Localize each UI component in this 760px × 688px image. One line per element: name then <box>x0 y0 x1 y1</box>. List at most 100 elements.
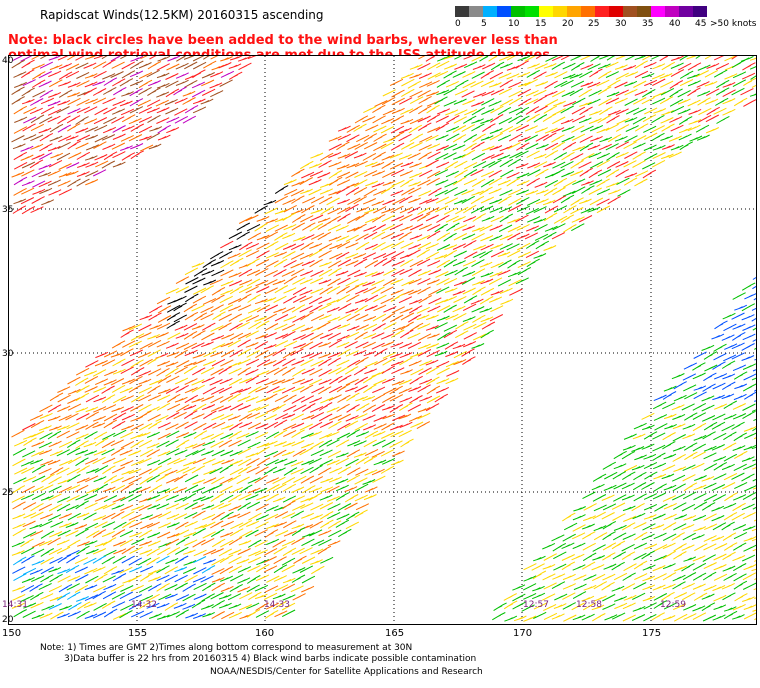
wind-barb <box>563 614 577 622</box>
wind-barb <box>408 278 422 285</box>
wind-barb <box>255 431 269 439</box>
wind-barb <box>372 439 386 447</box>
wind-barb <box>93 476 107 483</box>
wind-barb <box>77 601 91 610</box>
wind-barb <box>185 293 199 303</box>
wind-barb <box>191 379 205 386</box>
wind-barb <box>345 252 359 259</box>
wind-barb <box>390 142 405 151</box>
wind-barb <box>138 332 152 339</box>
wind-barb <box>543 212 558 222</box>
wind-barb <box>454 169 468 179</box>
wind-barb <box>56 430 71 439</box>
wind-barb <box>184 386 198 394</box>
wind-barb <box>300 395 315 403</box>
wind-barb <box>23 134 37 141</box>
wind-barb <box>625 71 639 78</box>
wind-barb <box>380 465 395 474</box>
wind-barb <box>32 475 46 483</box>
wind-barb <box>139 600 153 609</box>
wind-barb <box>535 189 549 195</box>
wind-barb <box>663 484 677 491</box>
wind-barb <box>328 143 342 151</box>
wind-barb <box>570 153 584 161</box>
wind-barb <box>166 503 180 510</box>
wind-barb <box>661 591 675 601</box>
wind-barb <box>409 298 422 305</box>
wind-barb <box>455 330 469 339</box>
wind-barb <box>337 466 352 475</box>
wind-barb <box>672 483 686 492</box>
wind-barb <box>434 189 449 197</box>
wind-barb <box>382 357 396 366</box>
wind-barb <box>256 359 271 368</box>
wind-barb <box>693 514 707 521</box>
wind-barb <box>228 536 243 546</box>
wind-barb <box>146 132 160 141</box>
wind-barb <box>12 143 26 150</box>
wind-barb <box>255 503 269 511</box>
wind-barb <box>355 324 369 331</box>
wind-barb <box>622 614 636 622</box>
wind-barb <box>488 177 503 186</box>
wind-barb <box>65 135 79 141</box>
wind-barb <box>184 378 198 385</box>
wind-barb <box>265 224 280 232</box>
wind-barb <box>247 565 261 573</box>
wind-barb <box>562 179 577 188</box>
wind-barb <box>326 197 340 206</box>
wind-barb <box>573 574 587 581</box>
wind-barb <box>255 514 269 521</box>
wind-barb <box>561 90 575 97</box>
wind-barb <box>263 565 278 573</box>
wind-barb <box>634 123 649 132</box>
wind-barb <box>682 433 696 440</box>
wind-barb <box>443 249 458 259</box>
wind-barb <box>146 521 160 529</box>
wind-barb <box>111 569 124 575</box>
wind-barb <box>580 125 594 133</box>
wind-barb <box>291 168 305 178</box>
wind-barb <box>641 550 655 560</box>
wind-barb <box>65 63 80 71</box>
wind-barb <box>561 170 575 178</box>
wind-barb <box>248 550 262 557</box>
wind-barb <box>220 289 234 296</box>
wind-barb <box>175 404 190 413</box>
wind-barb <box>345 171 359 179</box>
wind-barb <box>741 554 756 562</box>
wind-barb <box>462 316 476 322</box>
wind-barb <box>508 90 522 98</box>
wind-barb <box>581 561 596 570</box>
wind-barb <box>345 307 359 314</box>
wind-barb <box>201 433 215 440</box>
wind-barb <box>308 179 322 186</box>
wind-barb <box>93 386 107 393</box>
wind-barb <box>573 506 586 512</box>
wind-barb <box>683 442 698 451</box>
wind-barb <box>238 62 252 71</box>
wind-barb <box>381 439 396 448</box>
wind-barb <box>238 465 252 475</box>
wind-barb <box>219 377 233 385</box>
wind-barb <box>93 431 108 440</box>
wind-barb <box>704 69 719 78</box>
wind-barb <box>338 313 352 321</box>
wind-barb <box>418 56 426 60</box>
wind-barb <box>236 321 250 330</box>
wind-barb <box>192 367 206 376</box>
wind-barb <box>721 582 735 590</box>
wind-barb <box>274 584 289 592</box>
wind-barb <box>743 612 756 620</box>
wind-barb <box>22 567 37 575</box>
wind-barb <box>662 615 676 621</box>
wind-barb <box>743 373 756 381</box>
wind-barb <box>273 449 287 458</box>
wind-barb <box>436 145 449 152</box>
wind-barb <box>21 161 36 169</box>
wind-barb <box>182 567 197 574</box>
wind-barb <box>13 477 27 485</box>
wind-barb <box>623 64 637 71</box>
wind-barb <box>229 403 244 411</box>
wind-barb <box>471 226 485 232</box>
